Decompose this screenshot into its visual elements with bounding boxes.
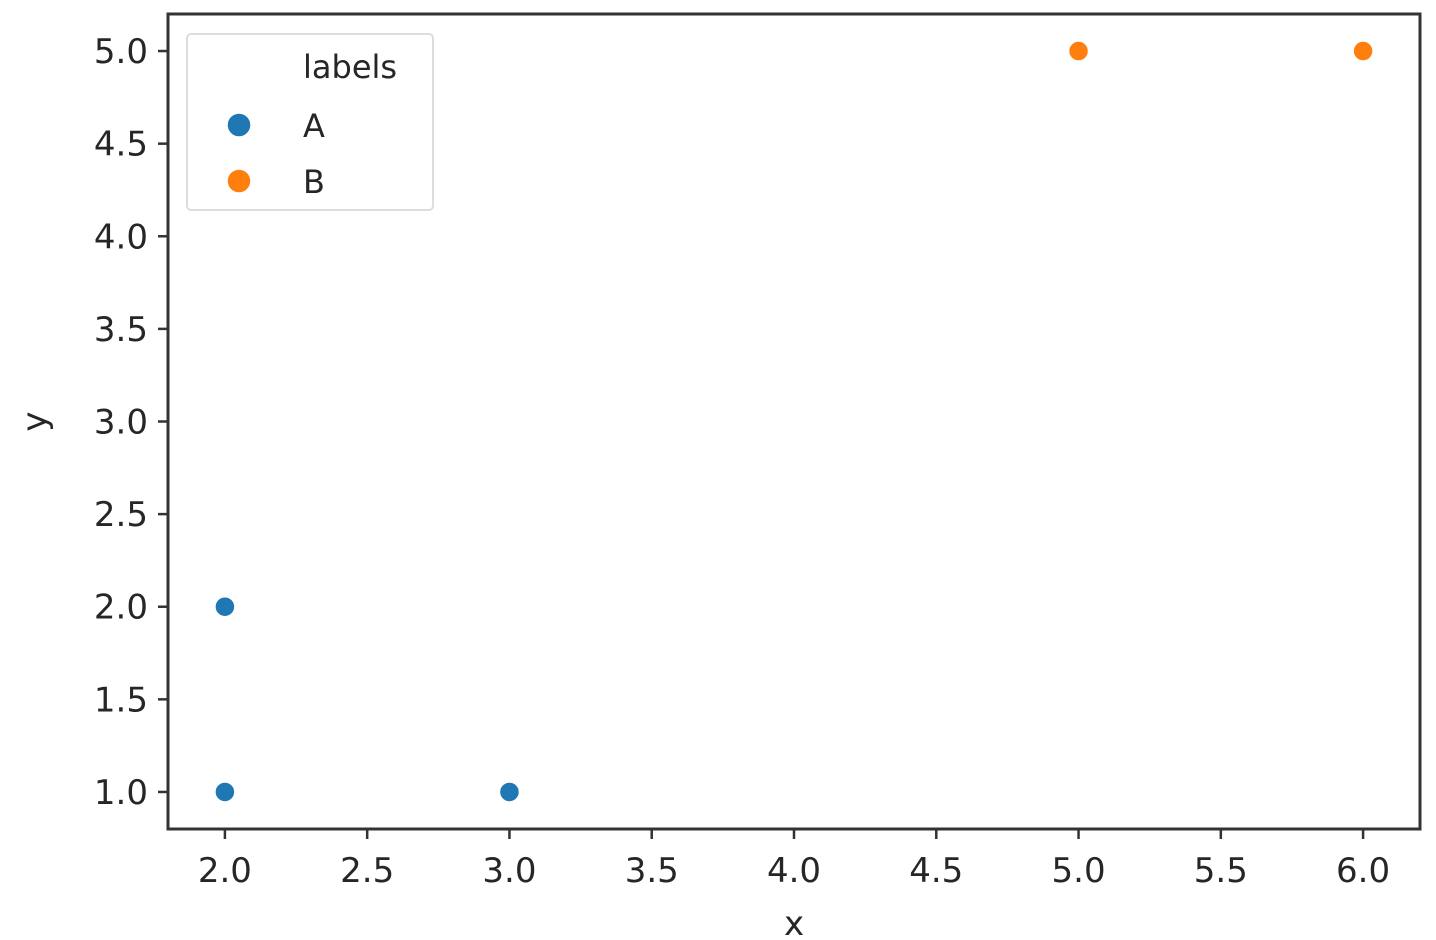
y-tick-label: 5.0 [94, 32, 148, 72]
y-tick-label: 2.0 [94, 588, 148, 628]
x-axis-ticks: 2.0 2.5 3.0 3.5 4.0 4.5 5.0 5.5 6.0 [198, 829, 1390, 891]
x-axis-label: x [784, 904, 804, 940]
legend-title: labels [303, 48, 397, 86]
legend: labels AB [186, 33, 434, 211]
x-tick-label: 4.0 [767, 851, 821, 891]
y-tick-label: 2.5 [94, 495, 148, 535]
data-point-series-B [1067, 40, 1090, 62]
x-tick-label: 2.0 [198, 851, 252, 891]
x-tick-label: 3.0 [482, 851, 536, 891]
legend-label-B: B [303, 163, 325, 201]
x-tick-label: 5.0 [1052, 851, 1106, 891]
y-tick-label: 1.0 [94, 773, 148, 813]
data-point-series-A [498, 781, 521, 803]
y-axis-ticks: 1.0 1.5 2.0 2.5 3.0 3.5 4.0 4.5 5.0 [94, 32, 168, 813]
y-tick-label: 3.5 [94, 310, 148, 350]
y-tick-label: 1.5 [94, 680, 148, 720]
legend-items: AB [226, 107, 325, 201]
legend-box [186, 33, 434, 211]
y-tick-label: 4.5 [94, 125, 148, 165]
x-tick-label: 2.5 [340, 851, 394, 891]
y-tick-label: 4.0 [94, 217, 148, 257]
x-tick-label: 3.5 [625, 851, 679, 891]
y-axis-label: y [15, 411, 55, 431]
data-points [214, 40, 1374, 803]
data-point-series-B [1352, 40, 1374, 62]
legend-marker-A [226, 112, 252, 138]
data-point-series-A [214, 781, 236, 803]
x-tick-label: 6.0 [1336, 851, 1390, 891]
data-point-series-A [214, 595, 236, 618]
y-tick-label: 3.0 [94, 403, 148, 443]
x-tick-label: 4.5 [909, 851, 963, 891]
legend-marker-B [226, 168, 252, 194]
legend-label-A: A [303, 107, 325, 145]
x-tick-label: 5.5 [1194, 851, 1248, 891]
